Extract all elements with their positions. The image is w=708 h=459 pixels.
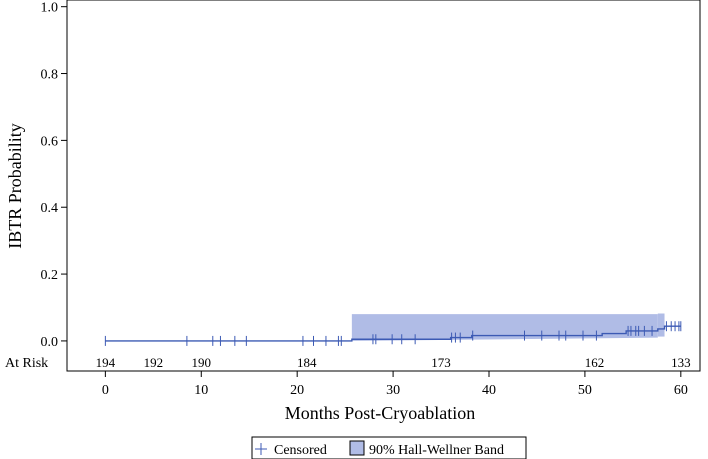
at-risk-count: 194 <box>96 355 116 370</box>
at-risk-count: 192 <box>144 355 164 370</box>
legend: Censored 90% Hall-Wellner Band <box>251 436 527 459</box>
at-risk-count: 133 <box>671 355 691 370</box>
x-tick-label: 10 <box>194 383 208 398</box>
censor-marks <box>104 321 682 346</box>
y-tick-label: 0.0 <box>41 335 59 350</box>
at-risk-count: 190 <box>192 355 212 370</box>
at-risk-count: 173 <box>431 355 451 370</box>
at-risk-count: 162 <box>585 355 605 370</box>
y-tick-label: 0.2 <box>41 268 59 283</box>
legend-censored-label: Censored <box>274 443 327 458</box>
x-tick-label: 30 <box>386 383 400 398</box>
band-area <box>351 314 658 341</box>
y-tick-label: 0.4 <box>41 201 59 216</box>
y-tick-label: 1.0 <box>41 1 59 16</box>
y-axis: 0.0 0.2 0.4 0.6 0.8 1.0 <box>41 1 67 350</box>
at-risk-table: At Risk 194 192 190 184 173 162 133 <box>5 355 691 371</box>
censored-marker-icon <box>255 443 267 455</box>
x-tick-label: 20 <box>290 383 304 398</box>
legend-box <box>251 436 527 459</box>
x-axis-label: Months Post-Cryoablation <box>285 403 476 423</box>
y-tick-label: 0.6 <box>41 134 59 149</box>
confidence-band <box>351 313 665 341</box>
at-risk-label: At Risk <box>5 356 48 371</box>
y-tick-label: 0.8 <box>41 68 59 83</box>
x-tick-label: 0 <box>102 383 109 398</box>
x-axis: 0 10 20 30 40 50 60 <box>102 371 688 398</box>
y-axis-label: IBTR Probability <box>5 123 25 249</box>
band-area-tail <box>657 313 665 337</box>
plot-frame <box>66 0 701 372</box>
x-tick-label: 50 <box>578 383 592 398</box>
x-tick-label: 60 <box>674 383 688 398</box>
x-tick-label: 40 <box>482 383 496 398</box>
band-swatch-icon <box>349 440 365 456</box>
at-risk-count: 184 <box>297 355 317 370</box>
legend-band-label: 90% Hall-Wellner Band <box>369 443 504 458</box>
